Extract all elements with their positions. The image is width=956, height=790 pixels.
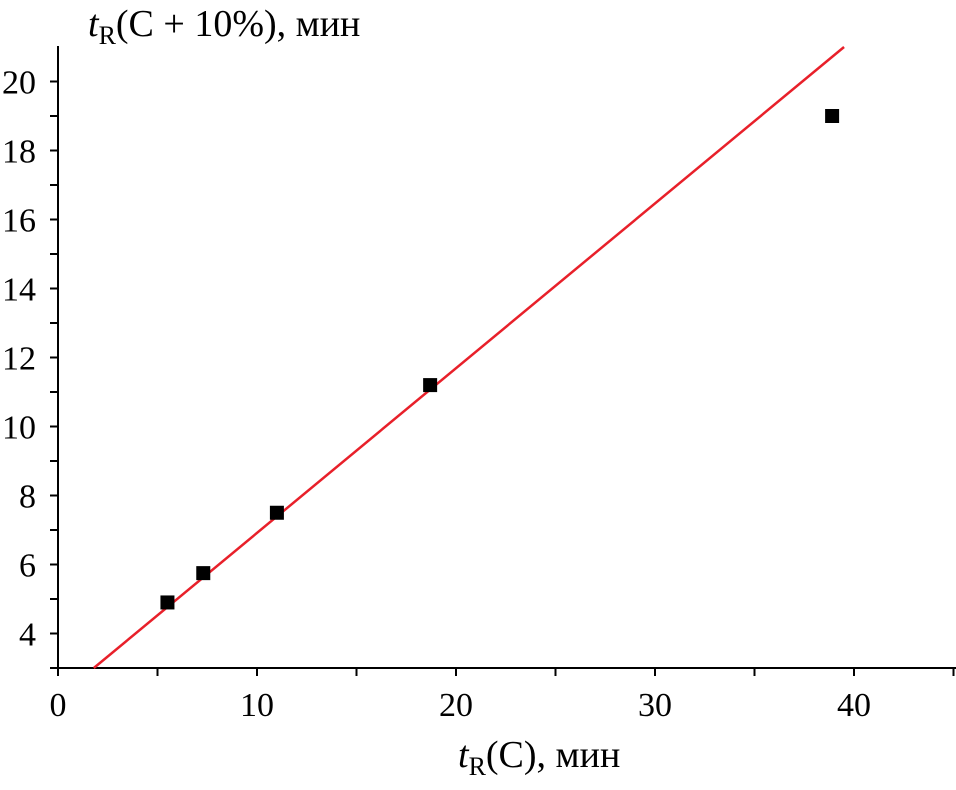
data-points bbox=[160, 109, 840, 610]
y-tick-label: 12 bbox=[2, 341, 36, 378]
y-tick-label: 14 bbox=[2, 272, 36, 309]
x-axis-title: tR(C), мин bbox=[458, 734, 620, 781]
fit-line-group bbox=[93, 46, 845, 669]
data-point bbox=[269, 505, 284, 520]
data-point bbox=[196, 566, 211, 581]
fit-line bbox=[93, 46, 845, 669]
y-tick-label: 10 bbox=[2, 410, 36, 447]
y-axis-title: tR(C + 10%), мин bbox=[88, 3, 360, 50]
y-tick-label: 4 bbox=[19, 617, 36, 654]
y-tick-label: 6 bbox=[19, 548, 36, 585]
axes bbox=[57, 46, 956, 669]
y-tick-label: 16 bbox=[2, 203, 36, 240]
x-tick-label: 20 bbox=[439, 687, 473, 724]
x-tick-label: 40 bbox=[837, 687, 871, 724]
x-tick-label: 10 bbox=[240, 687, 274, 724]
ticks: 0 10 20 30 40 4 6 8 10 12 14 16 18 20 bbox=[2, 65, 955, 724]
y-tick-label: 18 bbox=[2, 134, 36, 171]
x-tick-label: 30 bbox=[638, 687, 672, 724]
y-tick-label: 8 bbox=[19, 479, 36, 516]
data-point bbox=[423, 378, 438, 393]
y-tick-label: 20 bbox=[2, 65, 36, 102]
x-tick-label: 0 bbox=[50, 687, 67, 724]
data-point bbox=[160, 595, 175, 610]
data-point bbox=[825, 109, 840, 123]
